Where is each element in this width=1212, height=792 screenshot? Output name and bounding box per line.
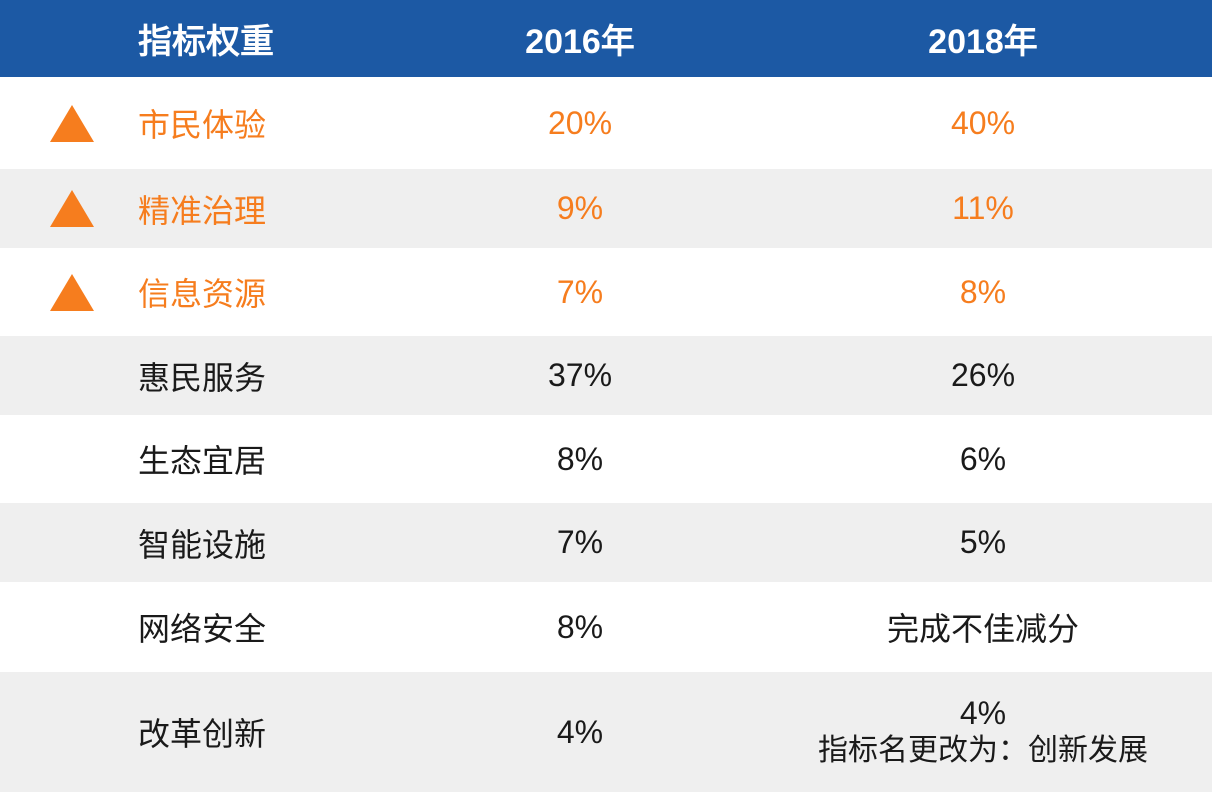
table-row: 智能设施 7% 5% bbox=[0, 503, 1212, 582]
table-row: 精准治理 9% 11% bbox=[0, 169, 1212, 248]
up-triangle-icon bbox=[50, 273, 94, 311]
table-body: 市民体验 20% 40% 精准治理 9% 11% 信息资源 7% 8% 惠民服务 37% 26% 生态宜… bbox=[0, 77, 1212, 792]
up-triangle-icon bbox=[50, 104, 94, 142]
row-label: 信息资源 bbox=[138, 276, 267, 312]
value-2018: 11% bbox=[952, 190, 1014, 226]
indicator-cell: 精准治理 bbox=[0, 186, 350, 232]
value-2016: 8% bbox=[556, 608, 604, 645]
indicator-cell: 市民体验 bbox=[0, 100, 350, 146]
value-2016: 7% bbox=[556, 524, 604, 560]
value-2016: 4% bbox=[556, 713, 604, 750]
table-row: 生态宜居 8% 6% bbox=[0, 415, 1212, 503]
indicator-cell: 生态宜居 bbox=[0, 436, 350, 482]
table-row: 惠民服务 37% 26% bbox=[0, 336, 1212, 415]
up-triangle-icon bbox=[50, 190, 94, 227]
indicator-cell: 网络安全 bbox=[0, 604, 350, 650]
header-cell-2016: 2016年 bbox=[525, 23, 635, 61]
value-2016: 7% bbox=[556, 273, 604, 310]
table-row: 网络安全 8% 完成不佳减分 bbox=[0, 582, 1212, 672]
value-2018-main: 4% bbox=[959, 695, 1007, 731]
row-label: 市民体验 bbox=[138, 107, 267, 143]
row-label: 智能设施 bbox=[138, 526, 267, 563]
header-cell-indicator: 指标权重 bbox=[0, 14, 350, 63]
value-2018: 4% 指标名更改为：创新发展 bbox=[782, 694, 1184, 770]
value-2018: 8% bbox=[959, 273, 1007, 310]
indicator-cell: 智能设施 bbox=[0, 520, 350, 566]
header-cell-2018: 2018年 bbox=[928, 23, 1038, 61]
value-2018: 完成不佳减分 bbox=[886, 611, 1079, 647]
value-2018: 6% bbox=[959, 440, 1007, 477]
value-2018: 26% bbox=[950, 357, 1016, 393]
value-2016: 8% bbox=[556, 440, 604, 477]
table-header-row: 指标权重 2016年 2018年 bbox=[0, 0, 1212, 77]
value-2016: 20% bbox=[547, 104, 613, 141]
value-2016: 9% bbox=[556, 190, 604, 226]
indicator-cell: 改革创新 bbox=[0, 709, 350, 755]
indicator-cell: 惠民服务 bbox=[0, 353, 350, 399]
row-label: 改革创新 bbox=[138, 716, 267, 752]
row-label: 网络安全 bbox=[138, 611, 267, 647]
indicator-cell: 信息资源 bbox=[0, 269, 350, 315]
value-2016: 37% bbox=[547, 357, 613, 393]
table-row: 信息资源 7% 8% bbox=[0, 248, 1212, 336]
value-2018-note: 指标名更改为：创新发展 bbox=[818, 734, 1148, 767]
row-label: 精准治理 bbox=[138, 192, 267, 229]
table-row: 市民体验 20% 40% bbox=[0, 77, 1212, 169]
value-2018: 40% bbox=[950, 104, 1016, 141]
value-2018-stack: 4% 指标名更改为：创新发展 bbox=[782, 694, 1184, 770]
header-indicator-label: 指标权重 bbox=[138, 23, 274, 61]
table-row: 改革创新 4% 4% 指标名更改为：创新发展 bbox=[0, 672, 1212, 792]
row-label: 生态宜居 bbox=[138, 443, 267, 479]
row-label: 惠民服务 bbox=[138, 359, 267, 396]
value-2018: 5% bbox=[959, 524, 1007, 560]
